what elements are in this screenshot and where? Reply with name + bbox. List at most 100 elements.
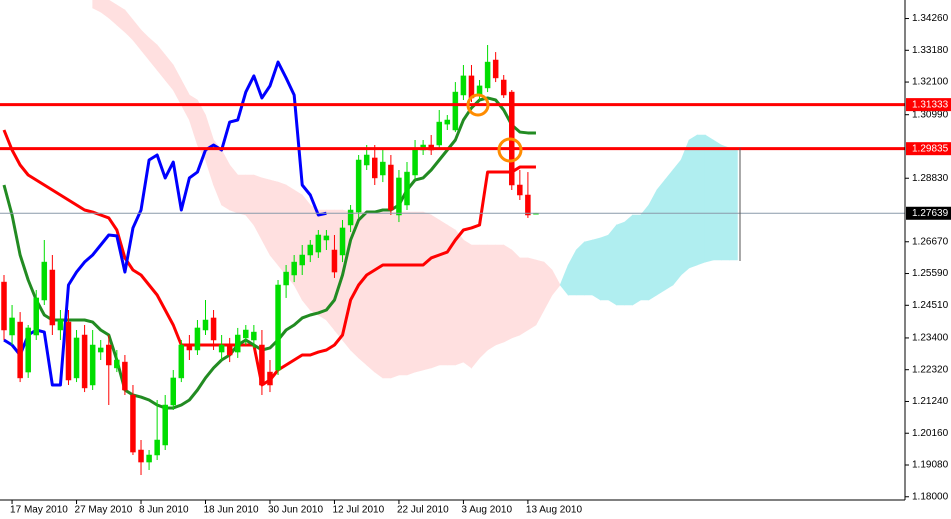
- plot-area: [0, 0, 905, 475]
- candle-body: [194, 327, 201, 351]
- candle-body: [130, 394, 136, 453]
- candle-body: [492, 59, 499, 79]
- candle-body: [218, 344, 225, 353]
- candle-body: [97, 347, 104, 353]
- candle-body: [41, 261, 48, 301]
- candle-body: [388, 164, 394, 211]
- cloud-segment: [309, 204, 319, 316]
- y-tick-label: 1.30990: [912, 109, 949, 120]
- price-label-box: [906, 206, 951, 220]
- x-tick-label: 30 Jun 2010: [268, 505, 323, 516]
- cloud-segment: [406, 211, 416, 376]
- candle-body: [525, 194, 531, 216]
- candle-body: [307, 244, 314, 256]
- price-label: 1.31333: [912, 99, 949, 110]
- candle-body: [1, 281, 7, 331]
- cloud-segment: [269, 179, 279, 266]
- price-label-box: [906, 142, 951, 156]
- candle-body: [234, 334, 241, 353]
- highlight-circle: [466, 93, 490, 117]
- cloud-segment: [527, 257, 537, 331]
- x-tick-label: 13 Aug 2010: [526, 505, 583, 516]
- cloud-segment: [511, 249, 521, 339]
- y-tick-label: 1.25590: [912, 268, 949, 279]
- cloud-segment: [487, 244, 496, 351]
- candle-body: [283, 271, 289, 286]
- candle-body: [275, 284, 281, 371]
- cloud-segment: [237, 174, 247, 216]
- cloud-segment: [479, 244, 488, 359]
- candle-body: [202, 319, 209, 331]
- candle-body: [412, 149, 418, 176]
- y-tick-label: 1.23400: [912, 333, 949, 344]
- cloud-segment: [648, 189, 658, 301]
- candle-body: [114, 359, 120, 369]
- candle-body: [73, 337, 80, 379]
- cloud-segment: [390, 211, 400, 379]
- cloud-segment: [398, 211, 408, 376]
- x-tick-label: 18 Jun 2010: [204, 505, 259, 516]
- cloud-segment: [656, 179, 666, 296]
- candle-body: [33, 297, 39, 336]
- candle-body: [315, 234, 322, 253]
- candle-body: [25, 327, 31, 373]
- y-tick-label: 1.32100: [912, 77, 949, 88]
- x-tick-label: 12 Jul 2010: [332, 505, 384, 516]
- candle-body: [89, 344, 96, 386]
- candle-body: [452, 91, 459, 131]
- y-tick-label: 1.33180: [912, 45, 949, 56]
- cloud-segment: [503, 244, 513, 343]
- candle-body: [186, 344, 193, 351]
- cloud-segment: [92, 0, 102, 13]
- candle-body: [517, 184, 523, 196]
- candle-body: [81, 334, 88, 389]
- candle-body: [17, 321, 23, 379]
- cloud-segment: [366, 211, 376, 373]
- cloud-segment: [688, 134, 698, 269]
- cloud-segment: [624, 214, 633, 306]
- candle-body: [146, 454, 152, 463]
- y-tick-label: 1.20160: [912, 428, 949, 439]
- axes: 1.34260 1.33180 1.32100 1.30990 1.28830 1.266…: [10, 13, 951, 516]
- candle-body: [436, 121, 442, 146]
- candle-body: [355, 159, 362, 213]
- indicator-line: [3, 60, 327, 387]
- cloud-segment: [471, 244, 480, 369]
- cloud-segment: [704, 134, 714, 263]
- cloud-segment: [293, 189, 303, 301]
- cloud-segment: [592, 237, 601, 301]
- candle-body: [243, 329, 249, 339]
- candle-body: [363, 154, 370, 166]
- x-tick-label: 3 Aug 2010: [461, 505, 512, 516]
- cloud-segment: [277, 181, 287, 276]
- cloud-segment: [463, 239, 472, 369]
- candle-body: [178, 344, 185, 379]
- cloud-segment: [608, 224, 617, 306]
- candle-body: [57, 319, 64, 331]
- cloud-segment: [358, 211, 368, 366]
- candle-body: [251, 331, 257, 341]
- y-tick-label: 1.26670: [912, 236, 949, 247]
- cloud-segment: [422, 211, 432, 371]
- cloud-segment: [664, 169, 674, 291]
- y-tick-label: 1.34260: [912, 13, 949, 24]
- price-label-box: [906, 98, 951, 112]
- candle-body: [331, 249, 338, 273]
- cloud-segment: [584, 239, 593, 296]
- candle-body: [484, 61, 491, 89]
- cloud-segment: [382, 211, 392, 379]
- candle-body: [323, 235, 330, 241]
- y-tick-label: 1.24510: [912, 300, 949, 311]
- cloud-segment: [575, 241, 585, 296]
- cloud-segment: [632, 214, 642, 306]
- cloud-segment: [438, 219, 448, 366]
- candle-body: [299, 254, 305, 266]
- candle-body: [380, 161, 386, 176]
- y-tick-label: 1.28830: [912, 173, 949, 184]
- candle-body: [259, 344, 265, 386]
- y-tick-label: 1.18000: [912, 491, 949, 502]
- candle-body: [372, 157, 378, 179]
- candle-body: [267, 371, 273, 386]
